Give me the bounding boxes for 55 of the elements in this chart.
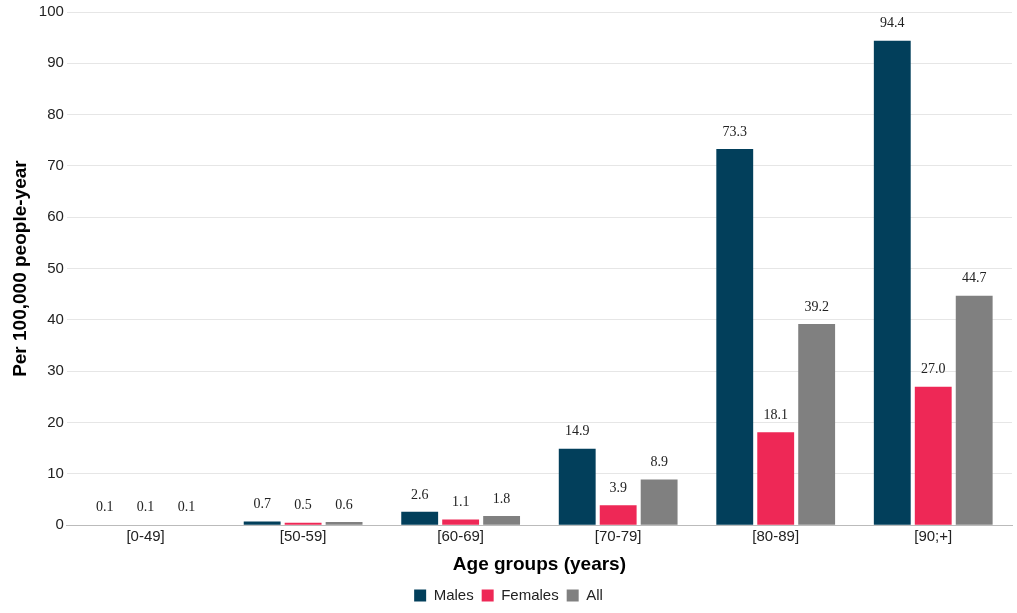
bar (640, 479, 678, 525)
y-tick-label: 0 (55, 515, 64, 533)
y-tick-label: 60 (47, 207, 64, 225)
data-label: 14.9 (564, 423, 590, 439)
x-tick-label: [50-59] (279, 527, 327, 545)
bar (483, 515, 521, 525)
y-tick-label: 100 (38, 2, 64, 20)
data-label: 3.9 (609, 479, 627, 495)
legend-label: Males (433, 585, 474, 603)
data-label: 39.2 (804, 298, 829, 314)
bar (798, 324, 836, 525)
data-label: 2.6 (410, 486, 429, 502)
data-label: 18.1 (763, 406, 788, 422)
data-label: 8.9 (650, 454, 668, 470)
bar (757, 432, 795, 525)
bar (955, 295, 993, 525)
x-tick-label: [60-69] (437, 527, 484, 545)
y-tick-label: 80 (47, 104, 64, 122)
data-label: 0.7 (253, 496, 271, 512)
data-label: 0.1 (95, 499, 114, 515)
bar (401, 511, 439, 525)
y-tick-label: 50 (47, 258, 64, 276)
bar (716, 149, 754, 525)
data-label: 1.1 (451, 494, 470, 510)
bar (243, 521, 281, 525)
bar (442, 519, 480, 525)
x-tick-label: [90;+] (914, 527, 953, 545)
y-tick-label: 30 (47, 361, 64, 379)
x-tick-label: [80-89] (752, 527, 800, 545)
bar (325, 522, 363, 525)
x-axis-title: Age groups (years) (452, 552, 626, 574)
bar (558, 448, 596, 525)
data-label: 0.1 (136, 499, 155, 515)
y-tick-label: 40 (47, 310, 64, 328)
x-tick-label: [70-79] (594, 527, 642, 545)
x-tick-label: [0-49] (126, 527, 165, 545)
y-tick-label: 10 (47, 464, 64, 482)
bar (284, 522, 322, 525)
data-label: 0.5 (294, 497, 312, 513)
bar (873, 40, 911, 525)
data-label: 0.6 (335, 496, 353, 512)
bar (914, 386, 952, 525)
legend-label: Females (501, 585, 559, 603)
y-tick-label: 70 (47, 156, 64, 174)
data-label: 1.8 (492, 490, 511, 506)
data-label: 27.0 (920, 361, 946, 377)
data-label: 44.7 (961, 270, 987, 286)
y-tick-label: 20 (47, 412, 64, 430)
data-label: 94.4 (880, 15, 905, 31)
y-axis-title: Per 100,000 people-year (8, 159, 30, 377)
legend-label: All (586, 585, 603, 603)
y-tick-label: 90 (47, 53, 64, 71)
bar (599, 505, 637, 525)
data-label: 0.1 (177, 499, 196, 515)
data-label: 73.3 (722, 123, 747, 139)
